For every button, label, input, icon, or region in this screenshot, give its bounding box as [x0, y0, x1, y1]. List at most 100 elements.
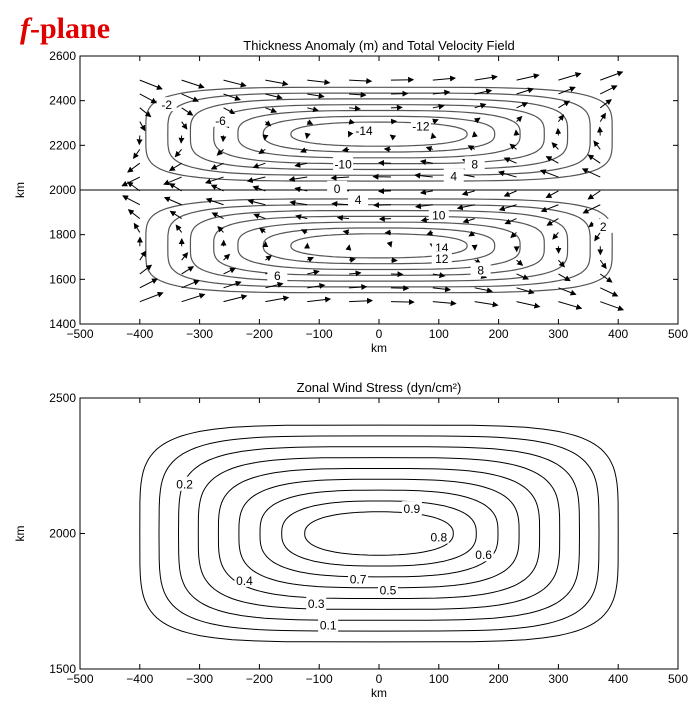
contour-label-bg	[431, 240, 452, 255]
x-tick-label: −400	[126, 327, 153, 341]
velocity-arrow	[139, 264, 153, 275]
velocity-arrow	[181, 93, 200, 102]
contour-label-bg	[267, 267, 288, 282]
velocity-arrow	[133, 222, 141, 233]
contour-label-bg	[431, 251, 452, 266]
contour-label: -2	[161, 98, 172, 112]
contour-label-bg	[464, 156, 485, 171]
velocity-arrow	[169, 210, 182, 220]
velocity-arrow	[133, 149, 141, 160]
contour-label: 0.2	[176, 478, 193, 492]
velocity-arrow	[163, 196, 182, 206]
velocity-arrow	[217, 225, 224, 233]
velocity-arrow	[307, 106, 319, 113]
velocity-arrow	[545, 156, 559, 164]
contour-label: 12	[435, 252, 449, 266]
velocity-arrow	[516, 102, 529, 109]
thickness-contour	[290, 121, 468, 147]
velocity-arrow	[349, 91, 367, 98]
velocity-arrow	[558, 100, 571, 109]
velocity-arrow	[216, 148, 224, 156]
x-tick-label: 300	[548, 672, 568, 686]
contour-label-bg	[443, 168, 464, 183]
y-tick-label: 2600	[49, 49, 76, 63]
y-tick-label: 2200	[49, 138, 76, 152]
velocity-arrow	[223, 294, 248, 303]
velocity-arrow	[582, 204, 601, 214]
velocity-arrow	[546, 218, 559, 226]
wind-stress-contour	[158, 435, 600, 632]
velocity-arrow	[597, 126, 604, 136]
velocity-arrow	[139, 291, 164, 303]
contour-label: 0.8	[430, 531, 447, 545]
velocity-arrow	[139, 278, 158, 289]
velocity-arrow	[552, 232, 559, 240]
velocity-arrow	[288, 175, 308, 182]
chart-title: Thickness Anomaly (m) and Total Velocity…	[243, 38, 514, 53]
velocity-arrow	[342, 229, 350, 236]
velocity-arrow	[474, 287, 493, 294]
x-tick-label: −200	[246, 672, 273, 686]
velocity-arrow	[294, 186, 308, 193]
x-axis-label: km	[371, 686, 387, 700]
velocity-arrow	[306, 119, 314, 125]
velocity-arrow	[540, 204, 559, 213]
contour-label-bg	[377, 582, 398, 597]
velocity-arrow	[211, 212, 224, 220]
velocity-arrow	[265, 107, 278, 113]
velocity-arrow	[181, 266, 195, 275]
contour-label-bg	[156, 97, 177, 112]
velocity-arrow	[349, 256, 356, 263]
velocity-arrow	[581, 168, 601, 178]
velocity-arrow	[336, 214, 350, 221]
velocity-arrow	[258, 148, 266, 155]
velocity-arrow	[558, 259, 565, 268]
velocity-arrow	[599, 99, 612, 109]
contour-label-bg	[348, 571, 369, 586]
contour-label-bg	[428, 529, 449, 544]
thickness-contour	[167, 92, 591, 176]
contour-label-bg	[333, 156, 354, 171]
contour-label: 0.4	[236, 574, 253, 588]
contour-label-bg	[318, 617, 339, 632]
velocity-arrow	[223, 253, 231, 261]
velocity-arrow	[467, 145, 475, 151]
thickness-contour	[145, 86, 613, 182]
contour-label-bg	[428, 207, 449, 222]
y-tick-label: 2000	[49, 527, 76, 541]
thickness-contour	[237, 221, 521, 271]
contour-label: 4	[355, 193, 362, 207]
x-axis-label: km	[371, 341, 387, 355]
wind-stress-contour	[139, 424, 619, 643]
velocity-arrow	[259, 227, 266, 234]
contour-label-bg	[210, 112, 231, 127]
contour-label-bg	[327, 180, 348, 195]
x-tick-label: −100	[306, 327, 333, 341]
contour-label: -6	[215, 114, 226, 128]
wind-stress-contour	[217, 468, 541, 599]
velocity-arrow	[471, 131, 478, 138]
velocity-arrow	[127, 209, 141, 219]
velocity-arrow	[265, 295, 290, 303]
velocity-arrow	[295, 214, 308, 220]
contour-label: 2	[600, 220, 607, 234]
velocity-arrow	[223, 107, 236, 114]
velocity-arrow	[587, 190, 601, 200]
velocity-arrow	[139, 121, 146, 132]
plot-frame	[79, 397, 679, 670]
y-axis-label: km	[13, 182, 27, 198]
x-tick-label: 100	[429, 672, 449, 686]
velocity-arrow	[510, 231, 517, 239]
velocity-arrow	[600, 287, 619, 297]
velocity-arrow	[246, 176, 266, 183]
velocity-arrow	[204, 176, 224, 185]
contour-label-bg	[473, 547, 494, 562]
wind-stress-contour	[197, 457, 561, 610]
velocity-arrow	[205, 197, 224, 206]
velocity-arrow	[558, 72, 582, 81]
velocity-arrow	[126, 181, 141, 192]
velocity-arrow	[307, 282, 326, 289]
velocity-arrow	[168, 162, 182, 172]
velocity-arrow	[262, 134, 269, 141]
velocity-arrow	[593, 140, 601, 150]
